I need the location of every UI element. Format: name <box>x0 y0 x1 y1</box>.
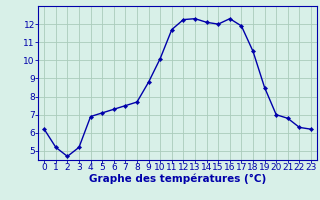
X-axis label: Graphe des températures (°C): Graphe des températures (°C) <box>89 174 266 184</box>
